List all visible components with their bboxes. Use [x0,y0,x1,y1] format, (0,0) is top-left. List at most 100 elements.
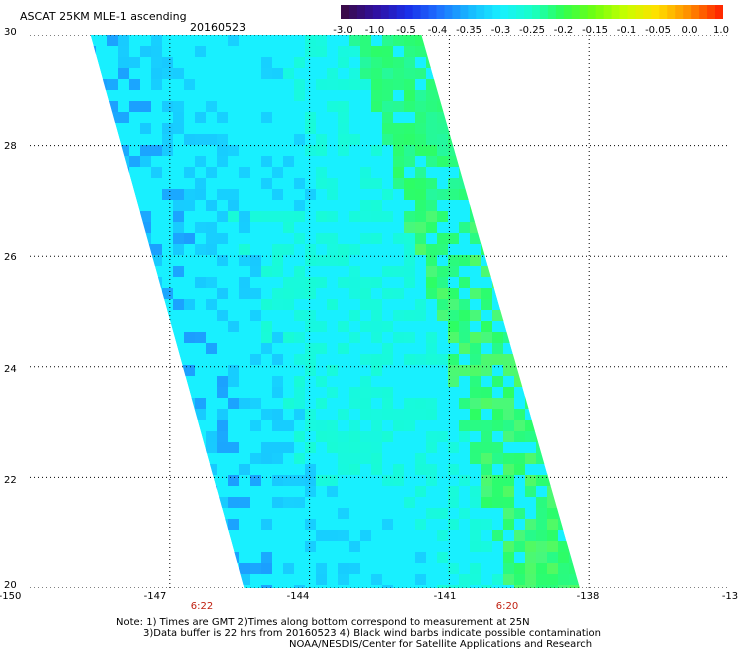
swath-cell [250,354,261,365]
colorbar-segment [603,5,613,19]
colorbar [341,5,723,19]
swath-cell [272,420,283,431]
swath-cell [382,134,393,145]
swath-cell [371,387,382,398]
colorbar-segment [484,5,493,19]
swath-cell [393,167,404,178]
swath-cell [349,431,360,442]
swath-cell [173,244,184,255]
swath-cell [536,497,547,508]
swath-cell [536,519,547,530]
swath-cell [118,167,129,178]
swath-cell [371,332,382,343]
swath-cell [415,90,426,101]
swath-cell [459,134,470,145]
swath-cell [272,266,283,277]
swath-cell [503,310,514,321]
swath-cell [525,519,536,530]
swath-cell [305,310,316,321]
swath-cell [536,409,547,420]
swath-cell [404,255,415,266]
swath-cell [195,134,206,145]
swath-cell [371,365,382,376]
swath-cell [404,46,415,57]
swath-cell [459,321,470,332]
swath-cell [360,442,371,453]
swath-cell [305,255,316,266]
swath-cell [151,244,162,255]
swath-cell [261,332,272,343]
swath-cell [294,332,305,343]
swath-cell [415,123,426,134]
swath-cell [250,453,261,464]
swath-cell [514,574,525,585]
swath-cell [316,343,327,354]
swath-cell [338,431,349,442]
swath-cell [470,387,481,398]
swath-cell [371,233,382,244]
swath-cell [426,464,437,475]
swath-cell [338,145,349,156]
swath-cell [173,189,184,200]
swath-cell [426,35,437,46]
swath-cell [514,508,525,519]
swath-cell [228,321,239,332]
colorbar-segment [436,5,446,19]
swath-cell [448,255,459,266]
swath-cell [514,563,525,574]
swath-cell [250,310,261,321]
swath-cell [558,574,569,585]
swath-cell [415,200,426,211]
swath-cell [228,442,239,453]
colorbar-tick: -0.2 [553,25,574,36]
swath-cell [470,233,481,244]
note-line-3: NOAA/NESDIS/Center for Satellite Applica… [289,639,593,650]
swath-cell [481,299,492,310]
swath-cell [536,431,547,442]
swath-cell [184,332,195,343]
swath-cell [393,420,404,431]
swath-cell [536,387,547,398]
swath-cell [481,354,492,365]
swath-cell [437,552,448,563]
swath-cell [448,321,459,332]
swath-cell [195,332,206,343]
swath-cell [294,178,305,189]
swath-cell [382,57,393,68]
swath-cell [437,46,448,57]
swath-cell [162,123,173,134]
swath-cell [316,321,327,332]
swath-cell [272,442,283,453]
swath-cell [294,453,305,464]
swath-cell [426,409,437,420]
swath-cell [360,46,371,57]
swath-cell [371,321,382,332]
swath-cell [382,46,393,57]
swath-cell [481,541,492,552]
swath-cell [448,585,459,588]
swath-cell [305,343,316,354]
swath-cell [371,453,382,464]
swath-cell [349,288,360,299]
swath-cell [470,420,481,431]
swath-cell [415,189,426,200]
swath-cell [261,156,272,167]
swath-cell [481,585,492,588]
swath-cell [151,46,162,57]
swath-cell [371,299,382,310]
swath-cell [272,453,283,464]
swath-cell [371,464,382,475]
swath-cell [338,101,349,112]
swath-cell [404,156,415,167]
swath-cell [327,244,338,255]
swath-cell [206,431,217,442]
swath-cell [140,211,151,222]
swath-cell [492,376,503,387]
swath-cell [217,189,228,200]
swath-cell [470,200,481,211]
swath-cell [470,255,481,266]
swath-cell [327,431,338,442]
swath-cell [118,112,129,123]
swath-cell [162,134,173,145]
swath-cell [525,574,536,585]
